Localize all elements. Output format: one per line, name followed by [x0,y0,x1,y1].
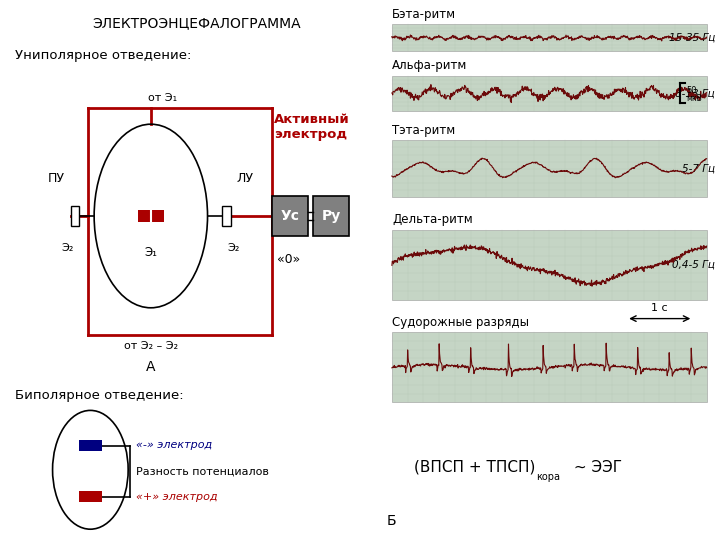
Text: мкВ: мкВ [687,93,702,103]
Bar [138,210,164,222]
Text: ~ ЭЭГ: ~ ЭЭГ [570,460,622,475]
Text: Альфа-ритм: Альфа-ритм [392,59,467,72]
Text: Э₁: Э₁ [144,246,158,259]
Text: Ус: Ус [280,209,300,223]
Text: от Э₂ – Э₂: от Э₂ – Э₂ [124,341,178,352]
Text: кора: кора [536,472,560,483]
Bar [71,206,79,226]
Text: Э₂: Э₂ [61,243,74,253]
Bar [222,206,230,226]
Bar [392,140,706,197]
Text: Б: Б [387,514,397,528]
Text: «0»: «0» [277,253,301,266]
Bar [392,76,706,111]
Text: (ВПСП + ТПСП): (ВПСП + ТПСП) [415,460,536,475]
Text: 15-35 Гц: 15-35 Гц [669,33,715,43]
Text: Разность потенциалов: Разность потенциалов [135,466,269,476]
Text: Биполярное отведение:: Биполярное отведение: [15,389,184,402]
Text: Тэта-ритм: Тэта-ритм [392,124,455,137]
Text: 50: 50 [687,86,697,94]
Text: ПУ: ПУ [48,172,65,185]
Text: Бэта-ритм: Бэта-ритм [392,8,456,21]
Text: Униполярное отведение:: Униполярное отведение: [15,49,191,62]
Text: 1 с: 1 с [652,303,668,313]
Bar [313,195,349,237]
Bar [79,491,102,502]
Text: от Э₁: от Э₁ [148,92,176,103]
Text: ЭЛЕКТРОЭНЦЕФАЛОГРАММА: ЭЛЕКТРОЭНЦЕФАЛОГРАММА [92,16,300,30]
Text: Ру: Ру [322,209,341,223]
Text: «+» электрод: «+» электрод [135,492,217,502]
Text: «-» электрод: «-» электрод [135,441,212,450]
Bar [392,332,706,402]
Text: ЛУ: ЛУ [237,172,254,185]
Text: Э₂: Э₂ [228,243,240,253]
Text: 0,4-5 Гц: 0,4-5 Гц [672,260,715,269]
Text: Дельта-ритм: Дельта-ритм [392,213,472,226]
Text: Активный
электрод: Активный электрод [274,113,349,141]
Text: 5-7 Гц: 5-7 Гц [682,164,715,174]
Bar [79,440,102,451]
Text: Судорожные разряды: Судорожные разряды [392,316,529,329]
Bar [392,24,706,51]
Text: А: А [146,360,156,374]
Bar [272,195,307,237]
Bar [392,230,706,300]
Text: 8-13 Гц: 8-13 Гц [675,88,715,98]
